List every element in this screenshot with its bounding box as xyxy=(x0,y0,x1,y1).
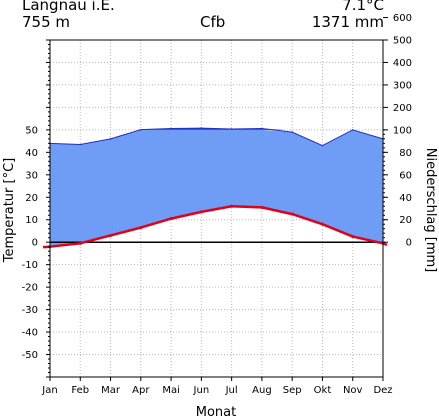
precipitation-point xyxy=(79,143,82,146)
y-tick-label-precipitation: 100 xyxy=(393,125,412,136)
x-tick-label-month: Jul xyxy=(225,385,238,396)
precipitation-line xyxy=(49,127,384,147)
x-tick-label-month: Nov xyxy=(343,385,363,396)
x-tick-label-month: Jan xyxy=(41,385,57,396)
y-tick-label-temperature: -50 xyxy=(22,350,38,361)
y-tick-label-precipitation: 40 xyxy=(399,193,412,204)
y-tick-label-precipitation: 60 xyxy=(399,170,412,181)
temperature-point xyxy=(109,233,113,237)
x-tick-label-month: Mai xyxy=(162,385,180,396)
humid-area xyxy=(50,129,383,247)
x-tick-label-month: Dez xyxy=(373,385,392,396)
temperature-point xyxy=(320,222,324,226)
precipitation-point xyxy=(230,128,233,130)
climate-class-label: Cfb xyxy=(200,13,226,31)
x-tick-label-month: Jun xyxy=(193,385,210,396)
y-tick-label-precipitation: 600 xyxy=(393,13,412,24)
plot-border xyxy=(49,39,384,378)
temperature-point xyxy=(230,204,234,208)
y-tick-label-temperature: 50 xyxy=(25,125,38,136)
temperature-line xyxy=(49,204,384,248)
temperature-layer xyxy=(42,204,388,249)
y-tick-label-precipitation: 500 xyxy=(393,36,412,47)
y-tick-label-temperature: 30 xyxy=(25,170,38,181)
y-tick-label-precipitation: 400 xyxy=(393,58,412,69)
axes-layer: -50-40-30-20-100102030405002040608010020… xyxy=(22,0,412,396)
y-tick-label-temperature: -20 xyxy=(22,283,38,294)
precipitation-point xyxy=(200,127,203,129)
temperature-point xyxy=(260,205,264,209)
annual-precipitation-label: 1371 mm xyxy=(311,13,384,31)
y-tick-label-temperature: -10 xyxy=(22,260,38,271)
y-tick-label-temperature: -40 xyxy=(22,328,38,339)
y-tick-label-precipitation: 300 xyxy=(393,80,412,91)
y-tick-label-temperature: 10 xyxy=(25,215,38,226)
temperature-point xyxy=(139,226,143,230)
temperature-point xyxy=(78,241,82,245)
precipitation-point xyxy=(140,128,142,131)
y-axis-title-precipitation: Niederschlag [mm] xyxy=(423,148,438,273)
x-tick-label-month: Aug xyxy=(252,385,272,396)
x-axis-title: Monat xyxy=(196,405,236,418)
precipitation-point xyxy=(321,144,324,147)
temperature-line-extension xyxy=(382,242,388,247)
temperature-point xyxy=(351,235,355,239)
x-tick-label-month: Feb xyxy=(71,385,89,396)
station-name: Langnau i.E. xyxy=(22,0,115,14)
temperature-point xyxy=(290,212,294,216)
y-tick-label-precipitation: 700 xyxy=(393,0,412,2)
precipitation-point xyxy=(170,127,172,130)
precipitation-point xyxy=(109,138,112,140)
y-tick-label-temperature: 0 xyxy=(32,238,38,249)
mean-temperature-label: 7.1°C xyxy=(342,0,384,14)
y-tick-label-temperature: 20 xyxy=(25,193,38,204)
temperature-point xyxy=(169,217,173,221)
y-tick-label-precipitation: 200 xyxy=(393,103,412,114)
y-tick-label-precipitation: 20 xyxy=(399,215,412,226)
y-tick-label-temperature: -30 xyxy=(22,305,38,316)
x-tick-label-month: Apr xyxy=(132,385,150,396)
temperature-point xyxy=(199,210,203,214)
y-tick-label-temperature: 40 xyxy=(25,148,38,159)
x-tick-label-month: Okt xyxy=(314,385,332,396)
y-axis-title-temperature: Temperatur [°C] xyxy=(2,158,17,264)
precipitation-point xyxy=(351,129,354,131)
plot-frame xyxy=(49,39,384,378)
precipitation-point xyxy=(291,131,293,133)
y-tick-label-precipitation: 80 xyxy=(399,148,412,159)
precipitation-point xyxy=(261,127,263,130)
x-tick-label-month: Sep xyxy=(283,385,302,396)
y-tick-label-precipitation: 0 xyxy=(406,238,412,249)
elevation-label: 755 m xyxy=(22,13,71,31)
x-tick-label-month: Mar xyxy=(101,385,121,396)
